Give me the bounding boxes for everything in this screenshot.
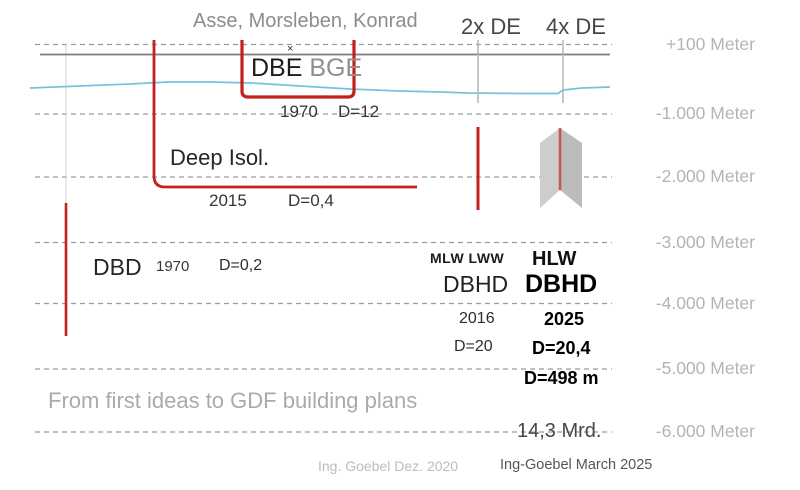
depth-gridlines xyxy=(35,43,612,433)
groundwater-line xyxy=(29,81,611,95)
diagram-title: Asse, Morsleben, Konrad xyxy=(193,10,418,32)
depth-label-5000: -5.000 Meter xyxy=(655,358,755,378)
dbhd-hlw-waste: HLW xyxy=(532,248,577,270)
dbhd-mlw-waste: MLW LWW xyxy=(430,250,505,266)
depth-label-1000: -1.000 Meter xyxy=(655,103,755,123)
deep-isol-line xyxy=(152,40,417,189)
depth-label-plus100: +100 Meter xyxy=(665,34,755,54)
deep-isol-name: Deep Isol. xyxy=(170,145,270,170)
dbhd-hlw-year: 2025 xyxy=(544,309,585,329)
dbd-name: DBD xyxy=(93,254,142,280)
dbe-bracket xyxy=(240,40,356,99)
dbhd-mlw-diameter: D=20 xyxy=(454,338,493,355)
dbe-bge-label: DBE BGE xyxy=(251,55,362,81)
chevron-shape xyxy=(540,128,582,208)
depth-label-2000: -2.000 Meter xyxy=(655,166,755,186)
dbe-name: DBE xyxy=(251,54,303,82)
dbd-diameter: D=0,2 xyxy=(219,257,263,274)
dbe-year: 1970 xyxy=(280,102,318,121)
bge-name: BGE xyxy=(309,54,363,82)
dbe-diameter: D=12 xyxy=(338,102,380,121)
deep-isol-year: 2015 xyxy=(209,191,247,210)
depth-label-3000: -3.000 Meter xyxy=(655,232,755,252)
dbhd-hlw-depth: D=498 m xyxy=(524,368,599,388)
de-marker-lines xyxy=(477,40,564,103)
credit-2025: Ing-Goebel March 2025 xyxy=(500,457,653,473)
depth-label-6000: -6.000 Meter xyxy=(655,421,755,441)
deep-isol-diameter: D=0,4 xyxy=(288,191,334,210)
label-4x-de: 4x DE xyxy=(546,14,606,39)
dbhd-hlw-name: DBHD xyxy=(525,270,598,298)
dbhd-hlw-diameter: D=20,4 xyxy=(532,338,591,358)
credit-2020: Ing. Goebel Dez. 2020 xyxy=(318,458,459,474)
dbhd-mlw-year: 2016 xyxy=(459,310,495,327)
caption-text: From first ideas to GDF building plans xyxy=(48,388,418,413)
dbd-year: 1970 xyxy=(156,258,190,275)
cross-marker-icon: × xyxy=(287,43,294,55)
cost-label: 14,3 Mrd. xyxy=(517,420,602,442)
label-2x-de: 2x DE xyxy=(461,14,521,39)
depth-label-4000: -4.000 Meter xyxy=(655,293,755,313)
dbhd-mlw-name: DBHD xyxy=(443,271,509,297)
